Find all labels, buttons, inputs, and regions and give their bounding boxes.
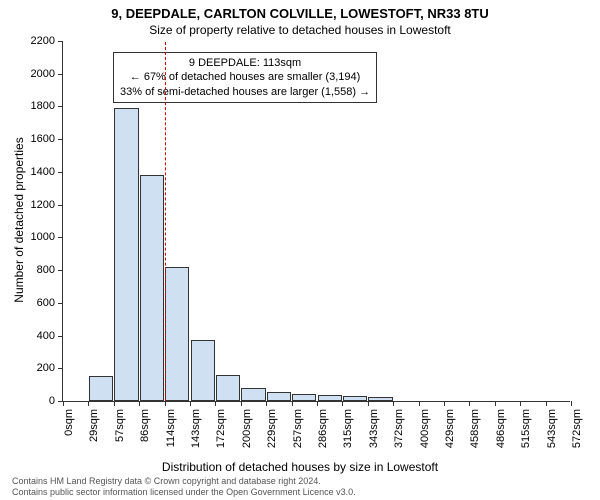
x-tick-label: 572sqm <box>571 401 583 448</box>
title-main: 9, DEEPDALE, CARLTON COLVILLE, LOWESTOFT… <box>0 0 600 21</box>
histogram-bar <box>165 267 189 401</box>
y-tick-label: 1200 <box>31 199 63 211</box>
x-tick-label: 286sqm <box>317 401 329 448</box>
x-tick-label: 343sqm <box>368 401 380 448</box>
histogram-bar <box>368 397 392 401</box>
histogram-bar <box>343 396 367 401</box>
histogram-bar <box>318 395 342 401</box>
x-tick-label: 315sqm <box>342 401 354 448</box>
x-tick-label: 172sqm <box>215 401 227 448</box>
y-tick-label: 1800 <box>31 100 63 112</box>
x-tick-label: 372sqm <box>393 401 405 448</box>
y-tick-label: 2000 <box>31 68 63 80</box>
plot-area: 9 DEEPDALE: 113sqm ← 67% of detached hou… <box>62 42 570 402</box>
histogram-bar <box>89 376 113 401</box>
y-tick-label: 800 <box>37 264 63 276</box>
y-tick-label: 1400 <box>31 166 63 178</box>
y-tick-label: 400 <box>37 330 63 342</box>
x-tick-label: 458sqm <box>469 401 481 448</box>
histogram-bar <box>267 392 291 401</box>
copyright-notice: Contains HM Land Registry data © Crown c… <box>12 476 356 499</box>
x-axis-label: Distribution of detached houses by size … <box>0 460 600 474</box>
x-tick-label: 86sqm <box>139 401 151 442</box>
y-axis-label: Number of detached properties <box>12 137 26 302</box>
histogram-bar <box>140 175 164 401</box>
x-tick-label: 57sqm <box>114 401 126 442</box>
chart-container: 9, DEEPDALE, CARLTON COLVILLE, LOWESTOFT… <box>0 0 600 500</box>
x-tick-label: 257sqm <box>292 401 304 448</box>
y-tick-label: 200 <box>37 362 63 374</box>
x-tick-label: 400sqm <box>419 401 431 448</box>
annotation-line-2: ← 67% of detached houses are smaller (3,… <box>120 70 370 84</box>
histogram-bar <box>292 394 316 401</box>
x-tick-label: 200sqm <box>241 401 253 448</box>
y-tick-label: 1000 <box>31 231 63 243</box>
y-tick-label: 600 <box>37 297 63 309</box>
copyright-line-1: Contains HM Land Registry data © Crown c… <box>12 476 356 487</box>
histogram-bar <box>241 388 265 401</box>
annotation-line-1: 9 DEEPDALE: 113sqm <box>120 56 370 70</box>
annotation-box: 9 DEEPDALE: 113sqm ← 67% of detached hou… <box>113 52 377 103</box>
y-tick-label: 1600 <box>31 133 63 145</box>
annotation-line-3: 33% of semi-detached houses are larger (… <box>120 85 370 99</box>
y-tick-label: 2200 <box>31 35 63 47</box>
x-tick-label: 229sqm <box>266 401 278 448</box>
x-tick-label: 143sqm <box>190 401 202 448</box>
x-tick-label: 0sqm <box>63 401 75 436</box>
x-tick-label: 486sqm <box>495 401 507 448</box>
chart-area: 9 DEEPDALE: 113sqm ← 67% of detached hou… <box>62 42 570 402</box>
x-tick-label: 515sqm <box>520 401 532 448</box>
x-tick-label: 29sqm <box>88 401 100 442</box>
title-sub: Size of property relative to detached ho… <box>0 21 600 37</box>
copyright-line-2: Contains public sector information licen… <box>12 487 356 498</box>
reference-line <box>165 42 166 401</box>
histogram-bar <box>216 375 240 401</box>
x-tick-label: 114sqm <box>165 401 177 447</box>
histogram-bar <box>114 108 138 401</box>
x-tick-label: 543sqm <box>546 401 558 448</box>
y-tick-label: 0 <box>49 395 63 407</box>
histogram-bar <box>191 340 215 401</box>
x-tick-label: 429sqm <box>444 401 456 448</box>
